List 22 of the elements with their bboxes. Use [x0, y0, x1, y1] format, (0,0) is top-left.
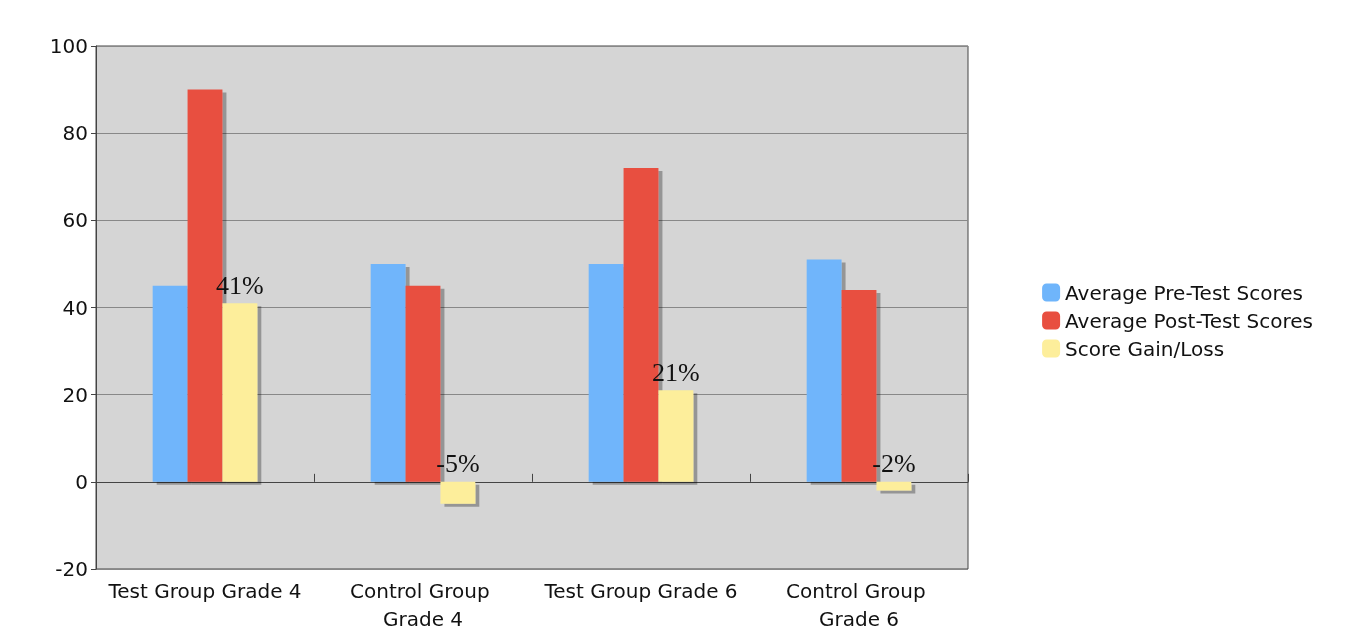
bar	[876, 481, 912, 491]
y-tick-label: 20	[62, 382, 88, 407]
y-tick-label: 40	[62, 295, 88, 320]
x-tick-label: Test Group Grade 6	[543, 579, 738, 603]
bar	[222, 303, 258, 482]
legend-label: Score Gain/Loss	[1065, 336, 1225, 361]
x-tick-label: Control Group Grade 6	[786, 579, 932, 631]
bar	[588, 263, 624, 482]
y-tick-label: 80	[62, 121, 88, 146]
y-tick-label: 0	[75, 469, 88, 494]
legend-label: Average Post-Test Scores	[1065, 308, 1313, 333]
bar	[440, 481, 476, 504]
bar	[152, 285, 188, 482]
x-tick-label: Control Group Grade 4	[350, 579, 496, 631]
y-tick-label: 60	[62, 208, 88, 233]
y-tick-label: 100	[49, 34, 88, 58]
bar	[806, 259, 842, 482]
legend-label: Average Pre-Test Scores	[1065, 280, 1303, 305]
bar	[370, 263, 406, 482]
bar	[658, 390, 694, 482]
x-tick-label: Test Group Grade 4	[107, 579, 302, 603]
y-tick-label: -20	[55, 557, 88, 581]
